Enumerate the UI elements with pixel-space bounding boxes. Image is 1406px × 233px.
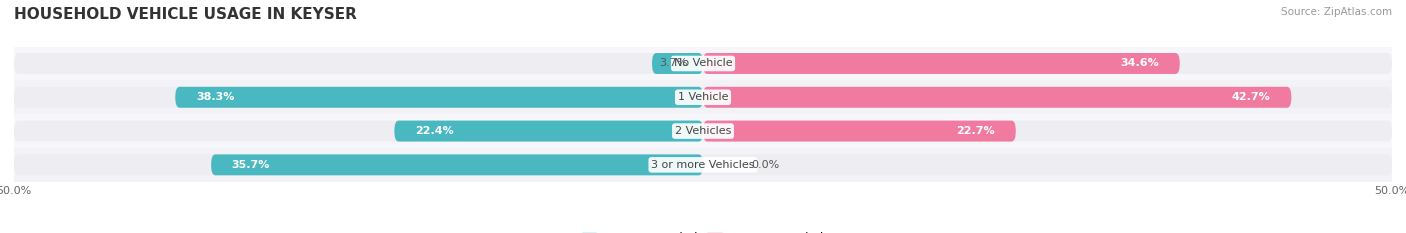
Text: HOUSEHOLD VEHICLE USAGE IN KEYSER: HOUSEHOLD VEHICLE USAGE IN KEYSER [14,7,357,22]
Text: 22.4%: 22.4% [415,126,454,136]
FancyBboxPatch shape [14,154,1392,175]
Text: 3.7%: 3.7% [659,58,688,69]
FancyBboxPatch shape [703,121,1015,141]
FancyBboxPatch shape [394,121,703,141]
FancyBboxPatch shape [14,121,1392,141]
FancyBboxPatch shape [14,53,1392,74]
Bar [14,47,1392,80]
Bar [14,114,1392,148]
FancyBboxPatch shape [703,53,1180,74]
Legend: Owner-occupied, Renter-occupied: Owner-occupied, Renter-occupied [578,228,828,233]
Text: 0.0%: 0.0% [751,160,779,170]
Text: 3 or more Vehicles: 3 or more Vehicles [651,160,755,170]
Text: 34.6%: 34.6% [1121,58,1159,69]
Text: Source: ZipAtlas.com: Source: ZipAtlas.com [1281,7,1392,17]
Text: 1 Vehicle: 1 Vehicle [678,92,728,102]
Bar [14,80,1392,114]
Text: 35.7%: 35.7% [232,160,270,170]
Text: 38.3%: 38.3% [195,92,235,102]
FancyBboxPatch shape [176,87,703,108]
Text: 42.7%: 42.7% [1232,92,1271,102]
Text: 22.7%: 22.7% [956,126,995,136]
Text: 2 Vehicles: 2 Vehicles [675,126,731,136]
Text: No Vehicle: No Vehicle [673,58,733,69]
FancyBboxPatch shape [14,87,1392,108]
FancyBboxPatch shape [652,53,703,74]
Bar [14,148,1392,182]
FancyBboxPatch shape [703,87,1291,108]
FancyBboxPatch shape [211,154,703,175]
